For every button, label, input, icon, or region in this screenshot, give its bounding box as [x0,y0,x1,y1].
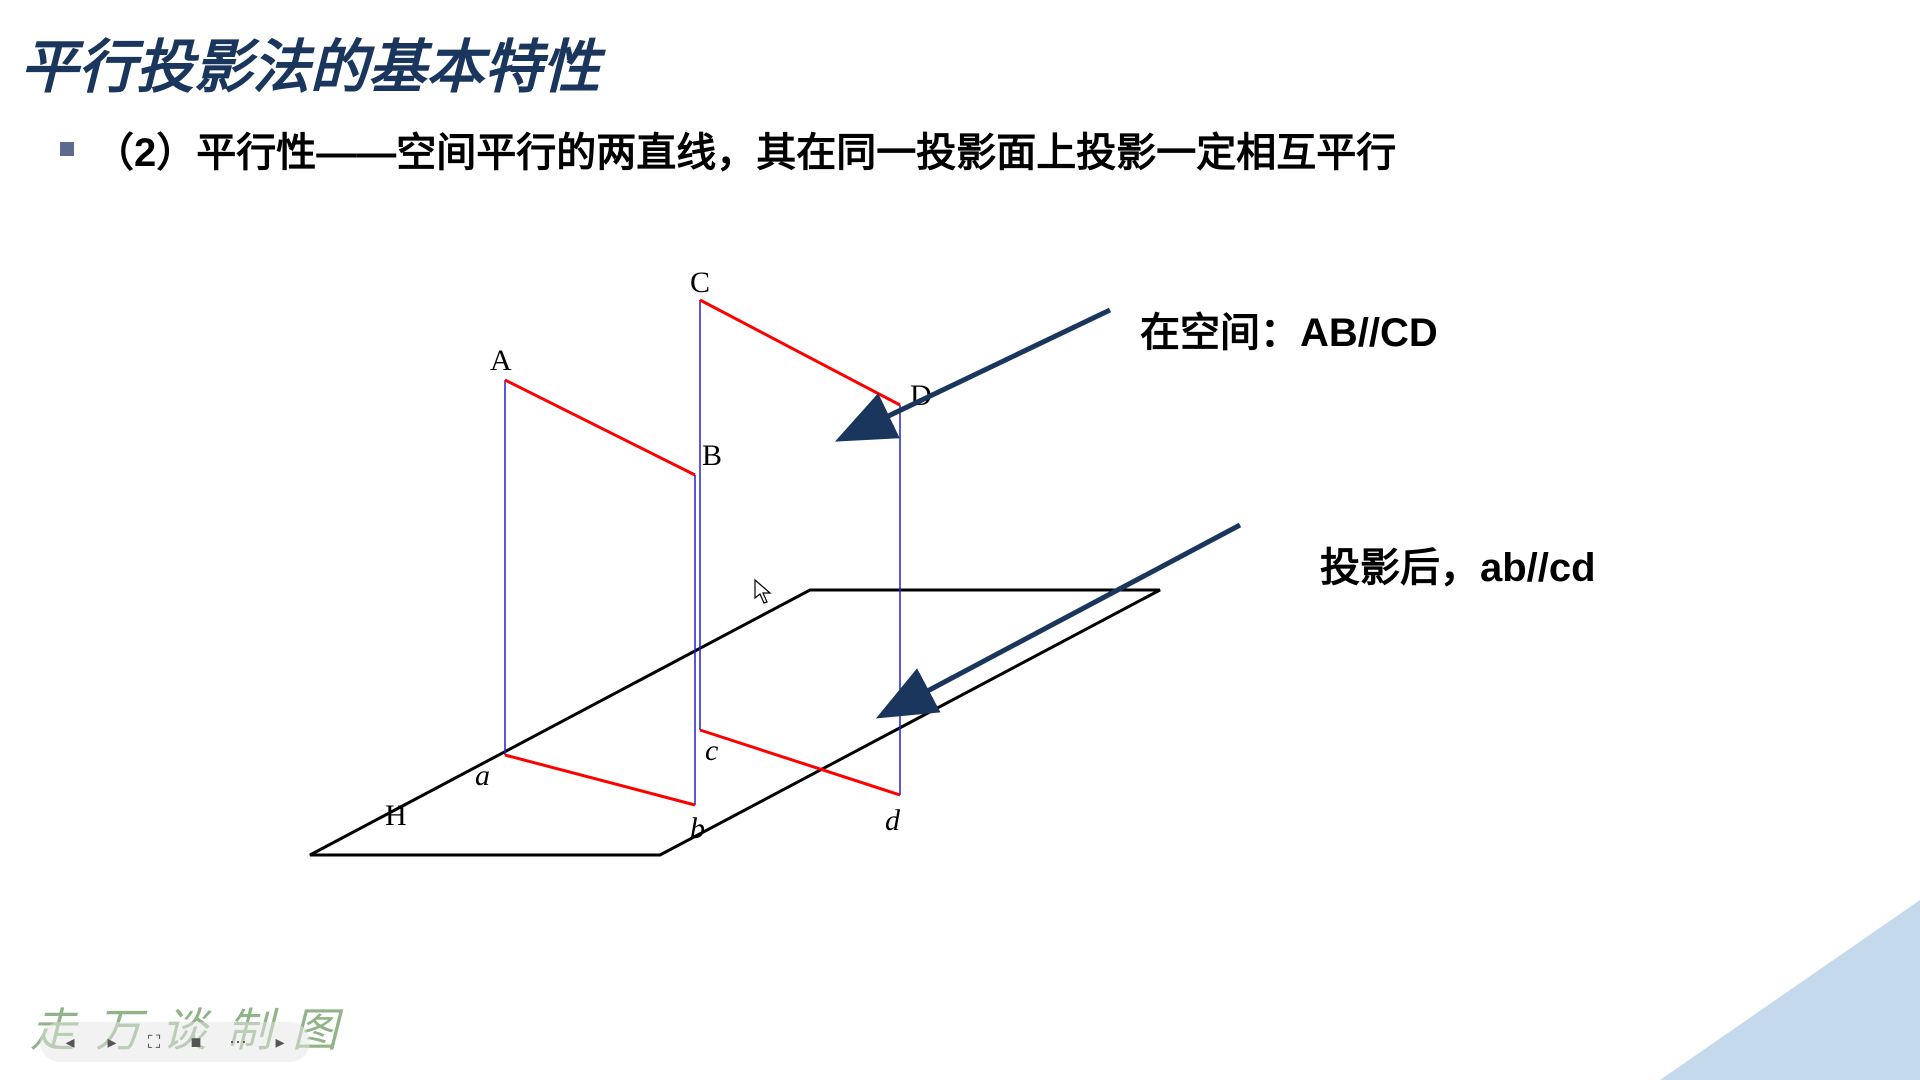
subtitle-row: （2）平行性——空间平行的两直线，其在同一投影面上投影一定相互平行 [60,120,1396,178]
play-icon[interactable]: ▸ [100,1030,124,1054]
label-b: b [690,812,705,845]
label-d: d [885,804,901,837]
more-icon[interactable]: ⋯ [226,1030,250,1054]
slide-title: 平行投影法的基本特性 [20,20,600,104]
player-toolbar: ◂ ▸ ⛶ ■ ⋯ ▸ [40,1022,310,1062]
cursor-icon [755,580,770,603]
annotation-projection: 投影后，ab//cd [1320,535,1596,593]
prev-icon[interactable]: ◂ [58,1030,82,1054]
annotation-space: 在空间：AB//CD [1140,300,1438,358]
plane-label: H [385,799,407,832]
stop-icon[interactable]: ■ [184,1030,208,1054]
line-cd [700,730,900,795]
label-B: B [702,439,722,472]
bullet-icon [60,142,74,156]
next-icon[interactable]: ▸ [268,1030,292,1054]
label-A: A [490,344,512,377]
h-plane [310,590,1160,855]
label-C: C [690,266,710,299]
line-ab [505,755,695,805]
corner-decoration [1660,900,1920,1080]
label-c: c [705,734,718,767]
line-AB [505,380,695,475]
line-CD [700,300,900,405]
arrow-to-proj-lines [920,525,1240,695]
subtitle-text: （2）平行性——空间平行的两直线，其在同一投影面上投影一定相互平行 [94,120,1396,178]
arrow-to-space-lines [880,310,1110,420]
expand-icon[interactable]: ⛶ [142,1030,166,1054]
label-a: a [475,759,490,792]
projection-diagram: H A B C D a b c d [280,240,1180,860]
